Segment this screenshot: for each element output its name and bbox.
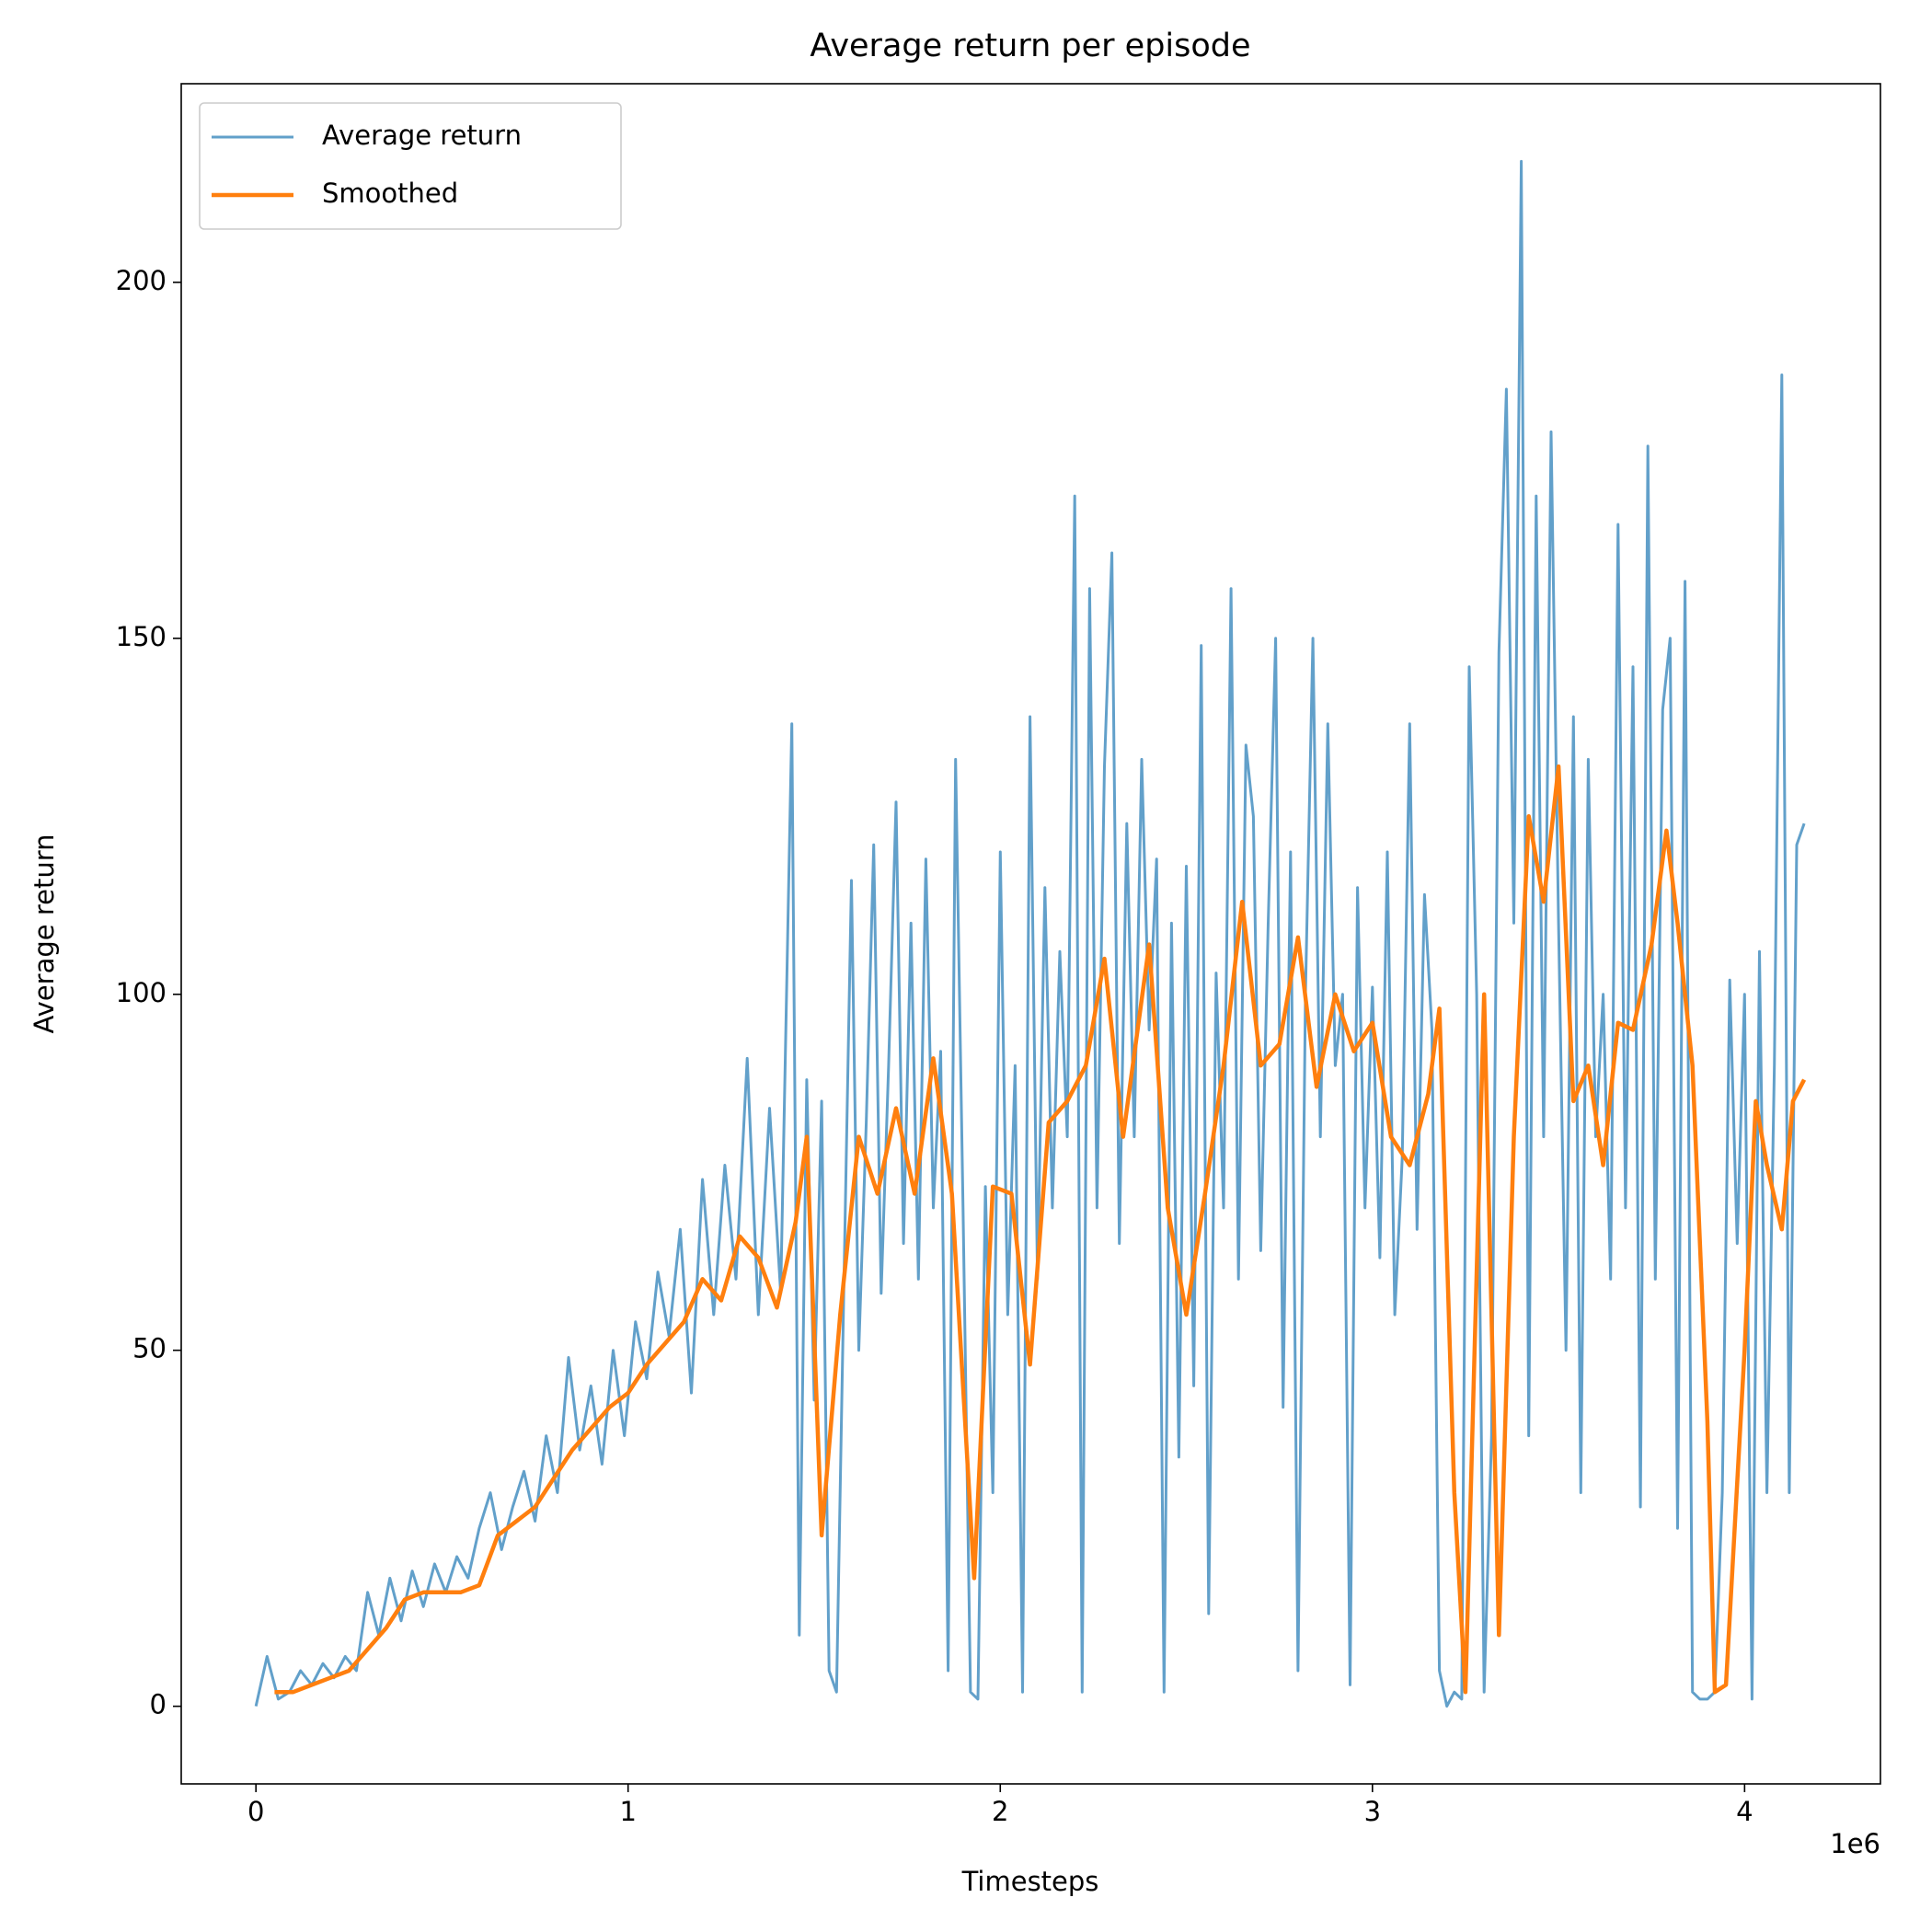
- legend-box: [199, 102, 622, 230]
- y-tick-label: 100: [116, 977, 167, 1008]
- x-axis-label: Timesteps: [961, 1866, 1099, 1897]
- y-axis-label: Average return: [29, 834, 60, 1034]
- legend-label: Average return: [322, 120, 522, 151]
- x-tick-label: 4: [1736, 1796, 1753, 1827]
- legend-label: Smoothed: [322, 178, 458, 209]
- y-tick-label: 50: [132, 1333, 167, 1364]
- x-tick-label: 0: [247, 1796, 264, 1827]
- x-tick-label: 3: [1364, 1796, 1381, 1827]
- x-tick-label: 1: [620, 1796, 637, 1827]
- plot-frame: [180, 83, 1881, 1785]
- y-tick-label: 150: [116, 621, 167, 652]
- chart-title: Average return per episode: [810, 28, 1250, 64]
- x-tick-label: 2: [992, 1796, 1008, 1827]
- data-line: [274, 764, 1807, 1695]
- legend: Average return Smoothed: [199, 102, 622, 230]
- y-tick-label: 0: [150, 1689, 167, 1720]
- data-line: [254, 159, 1806, 1708]
- x-offset-label: 1e6: [1830, 1828, 1880, 1859]
- y-tick-label: 200: [116, 265, 167, 296]
